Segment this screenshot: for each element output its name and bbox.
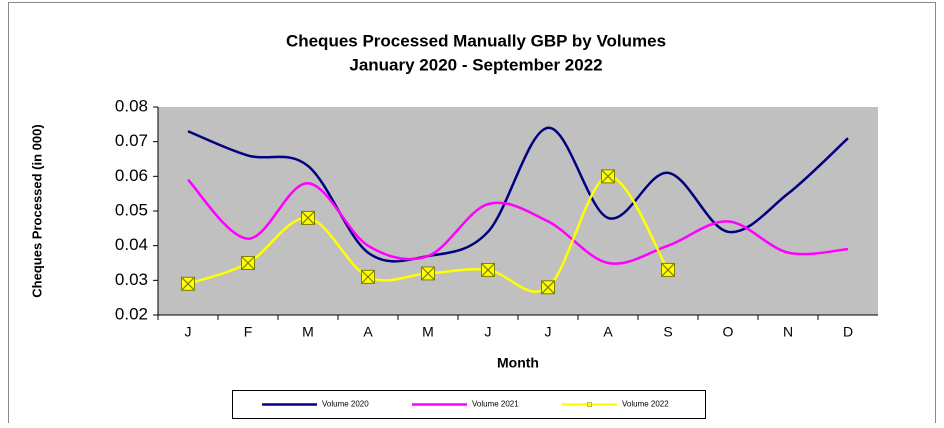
- y-tick-label: 0.04: [115, 235, 148, 254]
- x-tick-label: N: [783, 324, 793, 340]
- legend-label: Volume 2020: [322, 400, 369, 409]
- x-tick-label: A: [603, 324, 613, 340]
- y-axis-label: Cheques Processed (in 000): [29, 124, 44, 297]
- series-marker: [482, 263, 495, 276]
- x-tick-label: S: [663, 324, 672, 340]
- legend-label: Volume 2022: [622, 400, 669, 409]
- series-marker: [182, 277, 195, 290]
- x-axis-label: Month: [497, 355, 539, 371]
- chart: Cheques Processed Manually GBP by Volume…: [0, 0, 944, 423]
- chart-title: Cheques Processed Manually GBP by Volume…: [286, 31, 666, 50]
- x-tick-label: J: [185, 324, 192, 340]
- y-tick-label: 0.08: [115, 96, 148, 115]
- y-tick-label: 0.02: [115, 304, 148, 323]
- x-tick-label: M: [302, 324, 314, 340]
- y-tick-label: 0.07: [115, 131, 148, 150]
- x-tick-label: A: [363, 324, 373, 340]
- series-marker: [362, 270, 375, 283]
- y-tick-label: 0.05: [115, 200, 148, 219]
- series-marker: [602, 170, 615, 183]
- x-tick-label: D: [843, 324, 853, 340]
- legend-label: Volume 2021: [472, 400, 519, 409]
- legend-marker: [588, 403, 592, 407]
- series-marker: [662, 263, 675, 276]
- series-marker: [422, 267, 435, 280]
- chart-subtitle: January 2020 - September 2022: [349, 55, 602, 74]
- x-tick-label: F: [244, 324, 253, 340]
- y-tick-label: 0.06: [115, 166, 148, 185]
- x-tick-label: J: [485, 324, 492, 340]
- series-marker: [242, 257, 255, 270]
- y-tick-label: 0.03: [115, 270, 148, 289]
- x-tick-label: O: [723, 324, 734, 340]
- x-tick-label: J: [545, 324, 552, 340]
- series-marker: [302, 211, 315, 224]
- series-marker: [542, 281, 555, 294]
- x-tick-label: M: [422, 324, 434, 340]
